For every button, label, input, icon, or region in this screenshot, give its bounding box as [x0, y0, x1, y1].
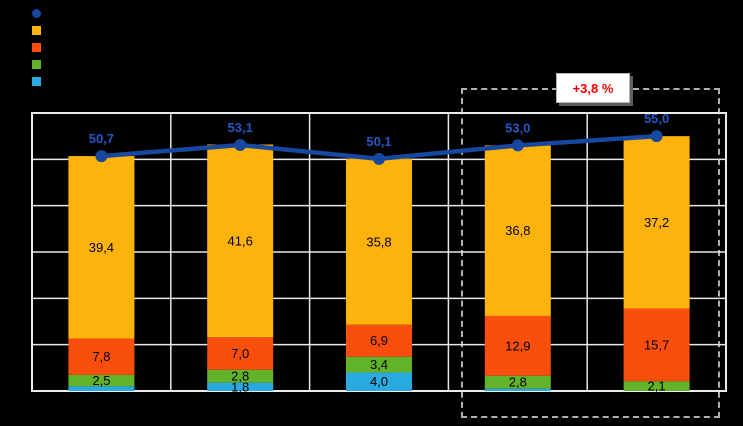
- bar-label-light-blue-cat3: 4,0: [370, 374, 388, 389]
- legend-item-light-blue-series: [32, 77, 47, 86]
- legend-item-orange-series: [32, 26, 47, 35]
- total-line-swatch-icon: [32, 9, 41, 18]
- bar-label-green-cat3: 3,4: [370, 357, 388, 372]
- bar-segment-light-blue-cat1: [68, 386, 135, 391]
- bar-segment-red-orange-cat4: [484, 315, 551, 376]
- total-line-marker-cat1: [95, 150, 108, 163]
- bar-label-green-cat4: 2,8: [509, 375, 527, 390]
- legend-item-green-series: [32, 60, 47, 69]
- bar-segment-light-blue-cat3: [346, 372, 412, 391]
- bar-segment-light-blue-cat4: [484, 388, 551, 391]
- annotation-box: +3,8 %: [556, 73, 630, 103]
- bar-segment-green-cat4: [484, 375, 551, 389]
- bar-label-green-cat5: 2,1: [648, 379, 666, 394]
- bar-label-red-orange-cat2: 7,0: [231, 346, 249, 361]
- total-line-marker-cat4: [511, 139, 524, 152]
- total-line-label-cat4: 53,0: [505, 120, 530, 135]
- bar-segment-red-orange-cat5: [623, 308, 690, 382]
- total-line-marker-cat2: [234, 138, 247, 151]
- bar-segment-red-orange-cat3: [346, 324, 412, 357]
- orange-series-swatch-icon: [32, 26, 41, 35]
- bar-segment-orange-cat5: [623, 136, 690, 309]
- bar-label-light-blue-cat2: 1,8: [231, 379, 249, 394]
- chart-legend: [32, 9, 47, 86]
- legend-item-red-orange-series: [32, 43, 47, 52]
- bar-segment-light-blue-cat2: [207, 382, 274, 391]
- green-series-swatch-icon: [32, 60, 41, 69]
- total-line-label-cat3: 50,1: [366, 134, 391, 149]
- bar-label-orange-cat4: 36,8: [505, 223, 530, 238]
- bar-segment-red-orange-cat2: [207, 337, 274, 370]
- bar-segment-green-cat5: [623, 381, 690, 391]
- bar-label-red-orange-cat5: 15,7: [644, 337, 669, 352]
- bar-segment-green-cat1: [68, 374, 135, 387]
- annotation-text: +3,8 %: [572, 80, 614, 96]
- legend-item-total-line: [32, 9, 47, 18]
- bar-label-orange-cat3: 35,8: [366, 234, 391, 249]
- bar-label-red-orange-cat3: 6,9: [370, 333, 388, 348]
- bar-segment-green-cat2: [207, 369, 274, 383]
- bar-segment-green-cat3: [346, 356, 412, 373]
- total-line-marker-cat3: [373, 152, 385, 165]
- bar-label-orange-cat1: 39,4: [89, 240, 114, 255]
- bar-label-red-orange-cat4: 12,9: [505, 338, 530, 353]
- red-orange-series-swatch-icon: [32, 43, 41, 52]
- total-line-label-cat5: 55,0: [644, 111, 669, 126]
- bar-segment-orange-cat1: [68, 156, 135, 339]
- bar-segment-orange-cat3: [346, 158, 412, 325]
- total-line-marker-cat5: [650, 130, 663, 143]
- bar-segment-orange-cat2: [207, 144, 274, 338]
- total-line-label-cat1: 50,7: [89, 131, 114, 146]
- bar-label-orange-cat2: 41,6: [228, 233, 253, 248]
- bar-segment-red-orange-cat1: [68, 338, 135, 375]
- total-line-label-cat2: 53,1: [228, 120, 253, 135]
- light-blue-series-swatch-icon: [32, 77, 41, 86]
- bar-label-red-orange-cat1: 7,8: [92, 349, 110, 364]
- bar-label-orange-cat5: 37,2: [644, 215, 669, 230]
- bar-label-green-cat2: 2,8: [231, 369, 249, 384]
- bar-label-green-cat1: 2,5: [92, 373, 110, 388]
- bar-segment-orange-cat4: [484, 145, 551, 316]
